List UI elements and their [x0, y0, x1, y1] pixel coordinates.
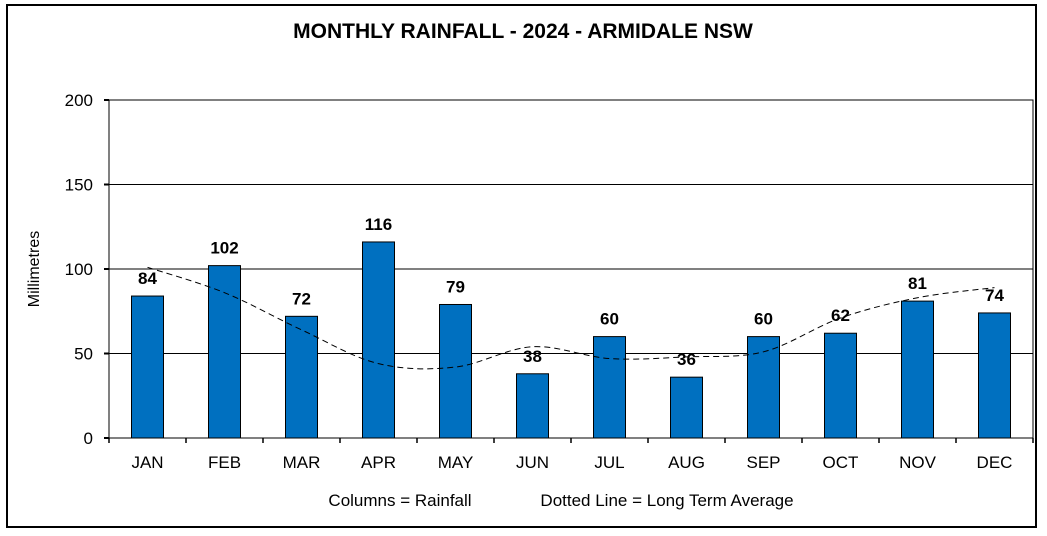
bar-nov	[901, 300, 934, 439]
data-label-oct: 62	[831, 306, 850, 325]
data-label-may: 79	[446, 277, 465, 296]
data-label-jun: 38	[523, 347, 542, 366]
data-label-aug: 36	[677, 350, 696, 369]
bar-mar	[285, 315, 318, 439]
chart-title: MONTHLY RAINFALL - 2024 - ARMIDALE NSW	[293, 20, 753, 43]
x-tick-label-oct: OCT	[823, 453, 859, 472]
y-tick-label: 200	[65, 91, 93, 110]
bar-dec	[978, 312, 1011, 439]
data-label-apr: 116	[365, 215, 392, 234]
bar-oct	[824, 332, 857, 439]
legend-note-line: Dotted Line = Long Term Average	[540, 491, 793, 510]
x-tick-label-nov: NOV	[899, 453, 937, 472]
data-label-dec: 74	[985, 286, 1004, 305]
bar-aug	[670, 376, 703, 439]
data-label-nov: 81	[908, 274, 927, 293]
y-tick-label: 50	[74, 345, 93, 364]
long-term-average-line	[147, 266, 995, 370]
data-label-jul: 60	[600, 310, 619, 329]
data-label-feb: 102	[210, 239, 238, 258]
x-tick-label-jun: JUN	[516, 453, 549, 472]
plot-area: 0 50 100 150 200 84 102 72 116 79 38 60 36 60 62 81 74 JA…	[65, 91, 1034, 472]
x-tick-label-mar: MAR	[283, 453, 321, 472]
y-axis-label: Millimetres	[26, 231, 43, 307]
legend-note-columns: Columns = Rainfall	[328, 491, 471, 510]
bar-jul	[593, 336, 626, 439]
x-tick-label-apr: APR	[361, 453, 396, 472]
x-tick-label-feb: FEB	[208, 453, 241, 472]
y-tick-label: 100	[65, 260, 93, 279]
x-tick-label-dec: DEC	[977, 453, 1013, 472]
y-tick-label: 150	[65, 176, 93, 195]
bar-apr	[362, 241, 395, 439]
bar-jun	[516, 373, 549, 439]
y-tick-label: 0	[84, 429, 93, 448]
bar-sep	[747, 336, 780, 439]
data-label-sep: 60	[754, 310, 773, 329]
data-label-jan: 84	[138, 269, 157, 288]
bar-may	[439, 303, 472, 439]
bar-feb	[208, 265, 241, 439]
x-tick-label-sep: SEP	[746, 453, 780, 472]
x-tick-label-jul: JUL	[594, 453, 624, 472]
x-tick-label-jan: JAN	[131, 453, 163, 472]
x-tick-label-aug: AUG	[668, 453, 705, 472]
x-tick-label-may: MAY	[438, 453, 474, 472]
bar-jan	[131, 295, 164, 439]
data-label-mar: 72	[292, 289, 311, 308]
chart-frame	[6, 4, 1037, 528]
